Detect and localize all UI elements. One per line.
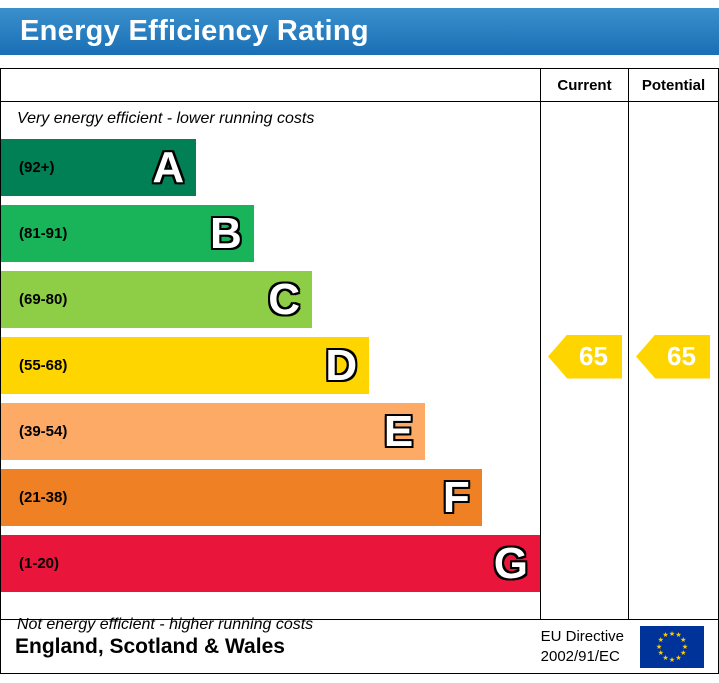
band-range: (21-38): [19, 489, 68, 506]
eu-flag-star-icon: ★: [680, 637, 687, 644]
eu-flag-star-icon: ★: [655, 643, 663, 651]
potential-header: Potential: [629, 69, 718, 102]
band-row: (92+) A: [1, 139, 540, 202]
band-row: (39-54) E: [1, 403, 540, 466]
eu-flag: ★ ★ ★ ★ ★ ★ ★ ★ ★ ★ ★ ★: [640, 625, 704, 668]
band-bar-g: (1-20) G: [1, 535, 540, 592]
potential-column: Potential 65: [628, 69, 718, 619]
band-bar-f: (21-38) F: [1, 469, 482, 526]
band-bar-d: (55-68) D: [1, 337, 370, 394]
eu-flag-star-icon: ★: [668, 630, 676, 638]
eu-flag-star-icon: ★: [662, 654, 669, 662]
band-range: (81-91): [19, 225, 68, 242]
eu-directive-line2: 2002/91/EC: [540, 647, 620, 665]
top-note: Very energy efficient - lower running co…: [17, 110, 315, 127]
band-letter: G: [493, 539, 528, 588]
current-marker: 65: [548, 334, 622, 379]
eu-flag-star-icon: ★: [662, 632, 669, 640]
eu-flag-star-icon: ★: [657, 637, 664, 644]
eu-flag-star-icon: ★: [675, 654, 682, 662]
potential-value: 65: [667, 341, 696, 371]
band-letter: E: [383, 407, 414, 456]
band-row: (81-91) B: [1, 205, 540, 268]
band-bar-c: (69-80) C: [1, 271, 312, 328]
title-banner: Energy Efficiency Rating: [0, 8, 719, 55]
band-row: (1-20) G: [1, 535, 540, 598]
current-header: Current: [541, 69, 628, 102]
bands-area: Very energy efficient - lower running co…: [1, 69, 540, 633]
potential-marker: 65: [636, 334, 710, 379]
band-letter: D: [325, 341, 358, 390]
current-value: 65: [579, 341, 608, 371]
current-column: Current 65: [540, 69, 628, 619]
band-letter: C: [268, 275, 300, 324]
band-range: (92+): [19, 159, 55, 176]
bottom-note: Not energy efficient - higher running co…: [17, 616, 314, 633]
band-row: (55-68) D: [1, 337, 540, 400]
band-bar-a: (92+) A: [1, 139, 197, 196]
eu-flag-star-icon: ★: [681, 643, 689, 651]
rating-table: Very energy efficient - lower running co…: [1, 69, 718, 633]
band-range: (55-68): [19, 357, 68, 374]
region-label: England, Scotland & Wales: [15, 634, 285, 658]
eu-flag-star-icon: ★: [668, 656, 676, 664]
page-title: Energy Efficiency Rating: [20, 15, 369, 47]
eu-flag-star-icon: ★: [657, 650, 664, 657]
band-bar-b: (81-91) B: [1, 205, 254, 262]
band-range: (39-54): [19, 423, 68, 440]
header-spacer: [1, 69, 540, 102]
band-letter: A: [152, 143, 185, 192]
bands-list: (92+) A (81-91) B (69-80) C: [1, 139, 540, 598]
band-range: (69-80): [19, 291, 68, 308]
band-letter: B: [210, 209, 242, 258]
eu-flag-star-icon: ★: [680, 650, 687, 657]
band-range: (1-20): [19, 555, 60, 572]
band-row: (69-80) C: [1, 271, 540, 334]
footer: England, Scotland & Wales EU Directive 2…: [1, 619, 718, 673]
band-letter: F: [442, 473, 470, 522]
eu-directive-line1: EU Directive: [540, 628, 624, 645]
epc-rating-chart: Very energy efficient - lower running co…: [0, 68, 719, 674]
band-row: (21-38) F: [1, 469, 540, 532]
eu-directive-label: EU Directive 2002/91/EC: [541, 627, 624, 666]
eu-flag-star-icon: ★: [675, 632, 682, 640]
band-bar-e: (39-54) E: [1, 403, 426, 460]
